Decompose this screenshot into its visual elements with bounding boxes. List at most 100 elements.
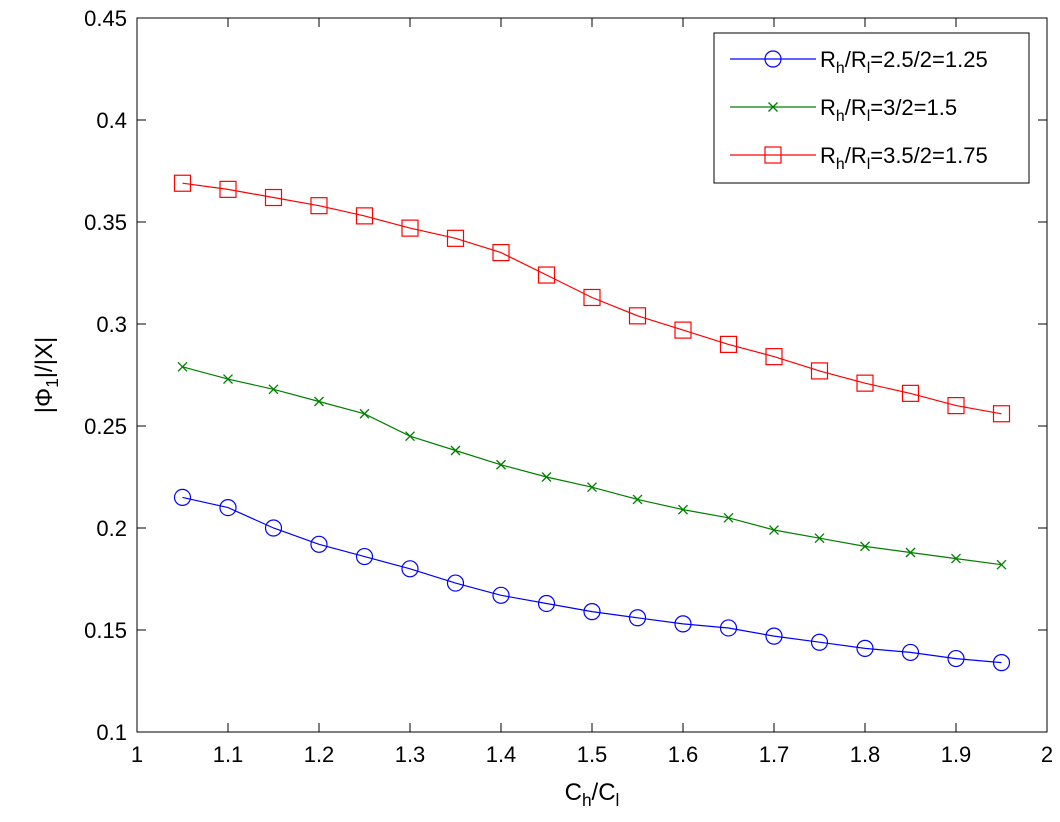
data-point [177, 361, 188, 372]
x-tick-label: 1.3 [395, 742, 426, 767]
data-point [678, 504, 688, 515]
y-tick-label: 0.45 [84, 6, 127, 31]
x-axis-title-part: /C [592, 779, 616, 806]
data-point [856, 639, 874, 657]
legend-label-sub: l [867, 108, 871, 125]
data-point [769, 525, 779, 535]
data-point [765, 348, 783, 366]
data-point [268, 384, 279, 395]
y-axis-title: |Φ1|/|X| [31, 337, 62, 413]
data-point-stroke [223, 374, 233, 385]
legend-label-part: R [820, 95, 836, 120]
data-point [219, 499, 237, 517]
data-point [951, 553, 961, 564]
x-tick-label: 1.9 [941, 742, 972, 767]
axes: 1 1.1 1.2 1.3 1.4 1.5 1.6 1.7 1.8 1.9 2 0.1 0.15 0.2 0… [31, 6, 1053, 810]
data-point [264, 519, 283, 537]
data-point [401, 219, 419, 237]
data-point [496, 459, 506, 470]
data-point [628, 307, 647, 325]
data-point-stroke [814, 533, 825, 544]
data-point [450, 445, 461, 456]
data-point [173, 488, 192, 506]
x-tick-label: 1.4 [486, 742, 517, 767]
legend-marker [764, 50, 782, 68]
data-point [537, 266, 556, 284]
legend-item: Rh/Rl=2.5/2=1.25 [730, 47, 988, 77]
data-point-stroke [860, 541, 870, 552]
data-point-stroke [496, 459, 506, 470]
y-axis-title-part: |/|X| [31, 337, 58, 378]
legend-label: Rh/Rl=3.5/2=1.75 [820, 143, 988, 173]
data-point [492, 586, 510, 604]
legend-label-sub: h [836, 156, 845, 173]
legend-label-part: =3/2=1.5 [870, 95, 957, 120]
y-tick-label: 0.35 [84, 210, 127, 235]
legend-label-sub: l [867, 60, 871, 77]
data-point [901, 643, 920, 662]
data-point-stroke [723, 512, 734, 523]
data-point-stroke [314, 396, 324, 407]
data-point [310, 197, 328, 215]
y-tick-label: 0.2 [96, 516, 127, 541]
x-tick-label: 1.8 [850, 742, 881, 767]
legend-label-part: R [820, 143, 836, 168]
data-point [992, 654, 1011, 672]
x-tick-label: 1.2 [304, 742, 335, 767]
series-1 [173, 488, 1011, 672]
data-point [719, 335, 738, 353]
data-point [401, 560, 419, 578]
data-point-stroke [905, 547, 916, 558]
data-point [264, 188, 283, 207]
data-point [674, 615, 692, 633]
data-point [541, 472, 552, 482]
data-point [856, 374, 874, 392]
data-point [674, 321, 692, 339]
series-2 [177, 361, 1007, 570]
data-point [173, 174, 192, 192]
legend-box [713, 32, 1030, 184]
legend-item: Rh/Rl=3/2=1.5 [730, 95, 957, 125]
data-point [765, 627, 783, 645]
y-axis-title-sub: 1 [42, 378, 62, 388]
y-tick-label: 0.15 [84, 618, 127, 643]
data-point [355, 547, 374, 566]
legend-label-part: =3.5/2=1.75 [870, 143, 987, 168]
legend-marker [768, 102, 778, 112]
data-point [814, 533, 825, 544]
data-point [492, 244, 510, 262]
legend-label: Rh/Rl=2.5/2=1.25 [820, 47, 988, 77]
data-point-stroke [177, 361, 188, 372]
data-point [219, 180, 237, 198]
data-point-stroke [678, 504, 688, 515]
x-axis-title: Ch/Cl [565, 779, 620, 810]
legend-marker-stroke [768, 102, 778, 112]
data-point [446, 574, 465, 592]
legend-label-part: R [820, 47, 836, 72]
x-axis-title-sub: h [582, 790, 592, 810]
data-point [632, 494, 643, 505]
data-point [310, 535, 328, 553]
data-point [996, 559, 1007, 570]
legend-label-part: /R [845, 143, 867, 168]
legend-marker [764, 146, 782, 164]
legend-label-part: /R [845, 47, 867, 72]
data-point-stroke [450, 445, 461, 456]
data-point-stroke [359, 408, 370, 419]
x-tick-label: 1.6 [668, 742, 699, 767]
data-point [860, 541, 870, 552]
series-3 [173, 174, 1011, 423]
data-point [446, 229, 465, 247]
data-point [355, 207, 374, 225]
data-point [810, 362, 829, 380]
y-axis-title-part: |Φ [31, 388, 58, 413]
data-point [583, 288, 601, 307]
y-tick-label: 0.4 [96, 108, 127, 133]
y-tick-label: 0.3 [96, 312, 127, 337]
legend-label-sub: h [836, 108, 845, 125]
x-axis-title-sub: l [616, 790, 620, 810]
data-point [359, 408, 370, 419]
data-point-stroke [587, 482, 597, 493]
data-point-stroke [632, 494, 643, 505]
